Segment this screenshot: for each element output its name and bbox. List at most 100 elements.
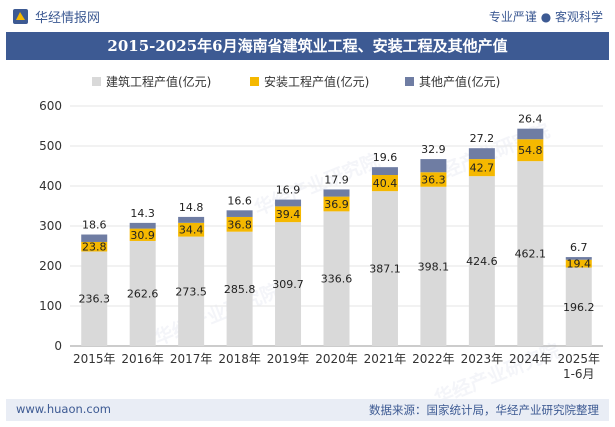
- legend-label: 建筑工程产值(亿元): [106, 74, 211, 89]
- bar-segment: [371, 167, 398, 175]
- data-label: 14.3: [130, 207, 155, 220]
- title-bar: 2015-2025年6月海南省建筑业工程、安装工程及其他产值: [6, 32, 609, 60]
- data-label: 34.4: [179, 224, 204, 237]
- data-label: 32.9: [421, 143, 446, 156]
- bar-segment: [226, 210, 253, 217]
- x-tick-label: 2020年: [315, 352, 358, 366]
- bar-segment: [323, 189, 350, 197]
- bar-segment: [565, 257, 592, 260]
- y-tick-label: 600: [39, 99, 62, 113]
- data-label: 398.1: [418, 260, 450, 273]
- tagline: 专业严谨 ● 客观科学: [488, 10, 603, 24]
- bar-segment: [420, 172, 447, 187]
- data-label: 387.1: [369, 263, 401, 276]
- legend-swatch: [250, 77, 259, 86]
- legend-label: 安装工程产值(亿元): [264, 74, 369, 89]
- bar-segment: [275, 206, 302, 223]
- data-label: 262.6: [127, 287, 159, 300]
- bar-segment: [226, 216, 253, 232]
- data-label: 273.5: [175, 285, 207, 298]
- bar-segment: [565, 259, 592, 268]
- data-label: 19.6: [373, 151, 398, 164]
- brand-logo-icon: [13, 9, 28, 24]
- bar-segment: [81, 251, 108, 346]
- bar-segment: [275, 199, 302, 207]
- y-tick-label: 500: [39, 139, 62, 153]
- data-label: 19.4: [567, 258, 592, 271]
- bar-segment: [420, 186, 447, 346]
- y-tick-label: 300: [39, 219, 62, 233]
- data-label: 309.7: [272, 278, 304, 291]
- bar-segment: [517, 161, 544, 346]
- bar-segment: [81, 241, 108, 252]
- data-label: 40.4: [373, 177, 398, 190]
- x-tick-label: 2024年: [509, 352, 552, 366]
- y-tick-label: 0: [54, 339, 62, 353]
- data-label: 16.9: [276, 184, 301, 197]
- stacked-bar-chart: 建筑工程产值(亿元) 安装工程产值(亿元) 其他产值(亿元) 0 100 200 300 40…: [39, 74, 603, 381]
- x-tick-label: 2015年: [73, 352, 116, 366]
- bar-segment: [565, 267, 592, 346]
- x-tick-label: 2021年: [364, 352, 407, 366]
- data-source: 数据来源：国家统计局，华经产业研究院整理: [369, 403, 599, 417]
- bar-segment: [129, 222, 156, 229]
- y-tick-label: 200: [39, 259, 62, 273]
- bar-segment: [468, 148, 495, 160]
- legend-label: 其他产值(亿元): [419, 74, 500, 89]
- data-label: 424.6: [466, 255, 498, 268]
- bar-segment: [371, 191, 398, 346]
- bar-segment: [129, 240, 156, 346]
- x-tick-label: 2019年: [267, 352, 310, 366]
- data-label: 336.6: [321, 273, 353, 286]
- bar-segment: [81, 234, 108, 242]
- bar-segment: [371, 175, 398, 192]
- data-label: 17.9: [324, 173, 349, 186]
- data-label: 54.8: [518, 144, 543, 157]
- data-label: 196.2: [563, 301, 595, 314]
- y-tick-label: 100: [39, 299, 62, 313]
- bar-segment: [517, 139, 544, 162]
- data-label: 16.6: [227, 194, 252, 207]
- bar-segment: [468, 159, 495, 177]
- data-label: 18.6: [82, 219, 107, 232]
- bar-segment: [178, 216, 205, 223]
- x-tick-label: 2017年: [170, 352, 213, 366]
- bar-segment: [226, 231, 253, 346]
- top-bar: 华经情报网 专业严谨 ● 客观科学: [0, 0, 615, 32]
- bar-segment: [178, 236, 205, 346]
- data-label: 42.7: [470, 162, 495, 175]
- data-label: 27.2: [470, 132, 495, 145]
- bar-segment: [275, 222, 302, 346]
- brand-name: 华经情报网: [35, 11, 101, 26]
- chart-title: 2015-2025年6月海南省建筑业工程、安装工程及其他产值: [107, 37, 508, 55]
- data-label: 36.8: [227, 218, 252, 231]
- data-label: 236.3: [78, 293, 110, 306]
- x-tick-label: 2016年: [121, 352, 164, 366]
- bar-segment: [323, 196, 350, 212]
- legend-swatch: [92, 77, 101, 86]
- data-label: 36.3: [421, 174, 446, 187]
- x-tick-label: 1-6月: [563, 367, 595, 381]
- bar-segment: [129, 228, 156, 241]
- data-label: 6.7: [570, 241, 588, 254]
- brand[interactable]: 华经情报网: [12, 7, 100, 26]
- bar-segment: [323, 211, 350, 346]
- data-label: 14.8: [179, 201, 204, 214]
- x-tick-label: 2022年: [412, 352, 455, 366]
- data-label: 26.4: [518, 113, 543, 126]
- legend-swatch: [405, 77, 414, 86]
- y-tick-label: 400: [39, 179, 62, 193]
- data-label: 285.8: [224, 283, 256, 296]
- bar-segment: [178, 222, 205, 237]
- footer: www.huaon.com 数据来源：国家统计局，华经产业研究院整理: [6, 399, 609, 421]
- data-label: 23.8: [82, 241, 107, 254]
- bar-segment: [517, 128, 544, 140]
- x-tick-label: 2023年: [461, 352, 504, 366]
- bar-segment: [468, 176, 495, 346]
- data-label: 30.9: [130, 229, 155, 242]
- bar-segment: [420, 159, 447, 173]
- x-tick-label: 2025年: [557, 352, 600, 366]
- website-link[interactable]: www.huaon.com: [16, 402, 111, 416]
- data-label: 39.4: [276, 208, 301, 221]
- x-tick-label: 2018年: [218, 352, 261, 366]
